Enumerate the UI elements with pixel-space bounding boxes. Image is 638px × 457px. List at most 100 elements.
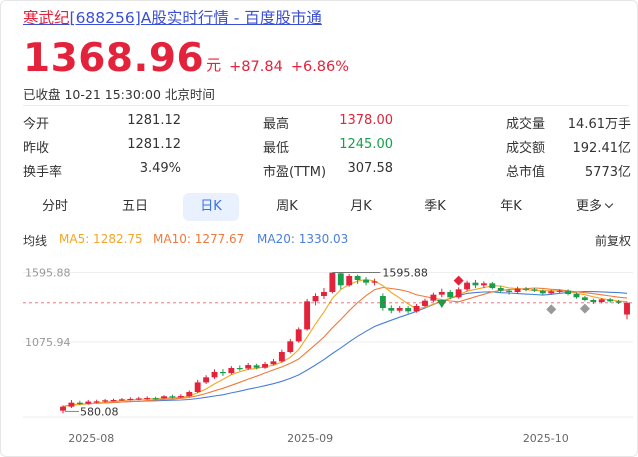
candle-body: [177, 396, 184, 398]
candle-body: [472, 282, 479, 286]
legend-ma5: MA5: 1282.75: [59, 232, 143, 246]
candle-body: [270, 361, 277, 365]
candle-body: [548, 291, 555, 294]
stat-label: 市盈(TTM): [263, 165, 327, 180]
stat-label: 最高: [263, 117, 290, 132]
stat-value: 3.49%: [139, 161, 181, 176]
divider: [23, 105, 629, 106]
candle-body: [514, 288, 521, 292]
price-row: 1368.96 元 +87.84 +6.86%: [23, 37, 349, 81]
stat-label: 成交额: [506, 141, 546, 156]
ma5-line: [62, 278, 628, 408]
candle-body: [354, 276, 361, 280]
price-unit: 元: [206, 56, 222, 74]
y-tick-label: 1595.88: [25, 267, 71, 280]
candle-body: [430, 294, 437, 301]
stat-label: 成交量: [506, 117, 546, 132]
stat-label: 最低: [263, 141, 290, 156]
x-tick-label: 2025-10: [523, 432, 569, 445]
candle-body: [278, 352, 285, 362]
candle-body: [287, 341, 294, 352]
candle-body: [203, 377, 210, 383]
period-tabs: 分时 五日 日K 周K 月K 季K 年K 更多: [23, 193, 629, 221]
tab-intraday[interactable]: 分时: [41, 199, 68, 214]
candlestick-chart[interactable]: 1595.88 1075.94 2025-08 2025-09 2025-10 1595.…: [23, 256, 633, 456]
stat-label: 今开: [23, 117, 50, 132]
tab-monthly-k[interactable]: 月K: [350, 199, 372, 214]
candle-body: [464, 282, 471, 290]
candle-body: [219, 372, 226, 374]
candle-body: [304, 301, 311, 330]
candle-body: [93, 401, 100, 403]
tab-five-day[interactable]: 五日: [121, 199, 148, 214]
candle-body: [363, 280, 369, 283]
candle-body: [329, 272, 336, 292]
candle-body: [337, 273, 344, 286]
candle-body: [523, 288, 529, 290]
candle-body: [480, 283, 487, 286]
stat-value: 1378.00: [339, 113, 393, 128]
signal-marker: [546, 304, 557, 315]
candle-body: [68, 402, 75, 407]
candle-body: [161, 396, 167, 399]
candle-body: [228, 368, 235, 374]
adjust-toggle[interactable]: 前复权: [595, 234, 632, 248]
candle-body: [253, 365, 260, 368]
ma20-line: [62, 291, 628, 408]
stat-value: 5773亿: [584, 165, 631, 180]
stat-value: 14.61万手: [567, 117, 631, 132]
signal-marker: [579, 303, 590, 314]
legend-indicator[interactable]: 均线: [23, 234, 48, 248]
stat-label: 昨收: [23, 141, 50, 156]
stats-row: 今开 1281.12 最高 1378.00 成交量 14.61万手: [23, 113, 631, 133]
candle-body: [169, 396, 176, 398]
candle-body: [135, 398, 142, 400]
tab-more-label: 更多: [575, 199, 602, 214]
x-tick-label: 2025-09: [287, 432, 333, 445]
current-price: 1368.96: [23, 36, 205, 81]
stat-label: 换手率: [23, 165, 63, 180]
candle-body: [624, 302, 630, 315]
y-tick-label: 1075.94: [25, 336, 71, 349]
high-annotation: 1595.88: [382, 267, 428, 280]
candle-body: [438, 292, 445, 295]
candle-body: [60, 406, 66, 411]
candle-body: [321, 292, 327, 296]
candle-body: [506, 290, 513, 292]
ma10-line: [62, 286, 628, 408]
candle-body: [211, 372, 218, 378]
page-title[interactable]: 寒武纪[688256]A股实时行情 - 百度股市通: [23, 6, 322, 28]
tab-weekly-k[interactable]: 周K: [276, 199, 298, 214]
ma-legend: 均线 MA5: 1282.75 MA10: 1277.67 MA20: 1330…: [23, 232, 633, 248]
candle-body: [152, 398, 159, 400]
low-annotation: 580.08: [80, 405, 119, 418]
candle-body: [371, 281, 378, 283]
candle-body: [186, 392, 193, 397]
tab-daily-k[interactable]: 日K: [183, 193, 239, 221]
candle-body: [539, 290, 546, 294]
stock-name[interactable]: 寒武纪: [23, 9, 70, 27]
candle-body: [598, 299, 605, 302]
stock-code-title[interactable]: [688256]A股实时行情 - 百度股市通: [69, 9, 322, 27]
stat-value: 1281.12: [127, 137, 181, 152]
candle-body: [102, 400, 109, 402]
stats-row: 昨收 1281.12 最低 1245.00 成交额 192.41亿: [23, 137, 631, 157]
candle-body: [581, 297, 588, 300]
candle-body: [455, 289, 462, 298]
tab-quarterly-k[interactable]: 季K: [424, 199, 446, 214]
candle-body: [422, 300, 428, 306]
candle-body: [236, 368, 243, 370]
x-tick-label: 2025-08: [68, 432, 114, 445]
candle-body: [497, 288, 504, 291]
stats-row: 换手率 3.49% 市盈(TTM) 307.58 总市值 5773亿: [23, 161, 631, 181]
tab-yearly-k[interactable]: 年K: [500, 199, 522, 214]
candle-body: [531, 289, 538, 291]
candle-body: [447, 292, 454, 298]
candle-body: [85, 401, 92, 404]
signal-marker: [436, 300, 447, 308]
tab-more[interactable]: 更多: [559, 193, 629, 221]
candle-body: [295, 329, 302, 342]
candle-body: [573, 294, 580, 298]
stat-label: 总市值: [506, 165, 546, 180]
stat-value: 1281.12: [127, 113, 181, 128]
